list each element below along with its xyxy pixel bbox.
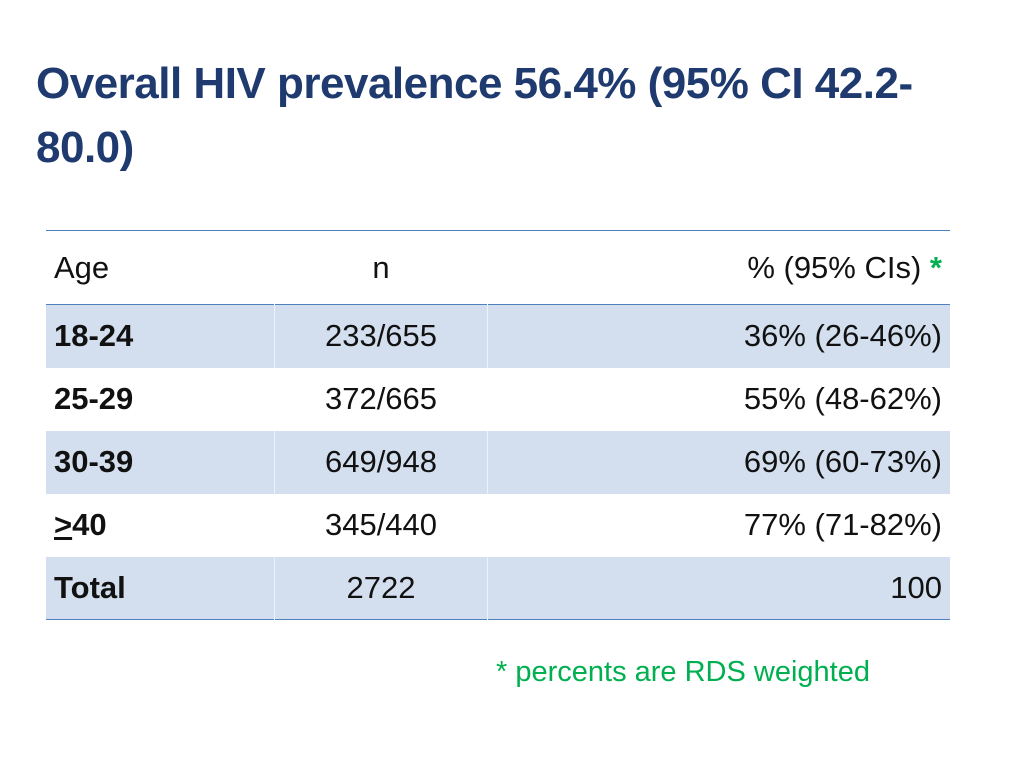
age-cell: >40 (46, 494, 275, 557)
age-cell: 18-24 (46, 304, 275, 368)
header-asterisk: * (929, 249, 942, 285)
header-n: n (372, 249, 390, 285)
n-cell: 2722 (274, 556, 488, 620)
age-cell: Total (46, 556, 275, 620)
n-cell: 372/665 (274, 367, 488, 431)
age-cell: 30-39 (46, 430, 275, 494)
age-value: 40 (72, 507, 107, 542)
footnote: * percents are RDS weighted (496, 656, 870, 688)
table-row: 30-39 649/948 69% (60-73%) (46, 430, 950, 494)
percent-cell: 100 (487, 556, 950, 620)
age-prevalence-table: Age n % (95% CIs) * 18-24 233/655 36% (2… (46, 230, 950, 620)
header-percent-label: % (95% CIs) (747, 249, 922, 285)
percent-cell: 69% (60-73%) (487, 430, 950, 494)
header-age: Age (54, 249, 110, 285)
slide-title: Overall HIV prevalence 56.4% (95% CI 42.… (36, 59, 913, 172)
table-row: 25-29 372/665 55% (48-62%) (46, 367, 950, 431)
table-row-total: Total 2722 100 (46, 556, 950, 620)
percent-cell: 55% (48-62%) (743, 381, 942, 416)
n-cell: 649/948 (274, 430, 488, 494)
percent-cell: 77% (71-82%) (743, 507, 942, 542)
data-table: Age n % (95% CIs) * 18-24 233/655 36% (2… (46, 230, 950, 620)
age-prefix: > (54, 507, 73, 542)
table-row: >40 345/440 77% (71-82%) (46, 493, 950, 557)
age-cell: 25-29 (54, 381, 134, 416)
n-cell: 345/440 (274, 493, 488, 557)
table-header-row: Age n % (95% CIs) * (46, 230, 951, 305)
table-row: 18-24 233/655 36% (26-46%) (46, 304, 950, 368)
n-cell: 233/655 (274, 304, 488, 368)
percent-cell: 36% (26-46%) (487, 304, 950, 368)
header-percent: % (95% CIs) * (488, 231, 951, 305)
